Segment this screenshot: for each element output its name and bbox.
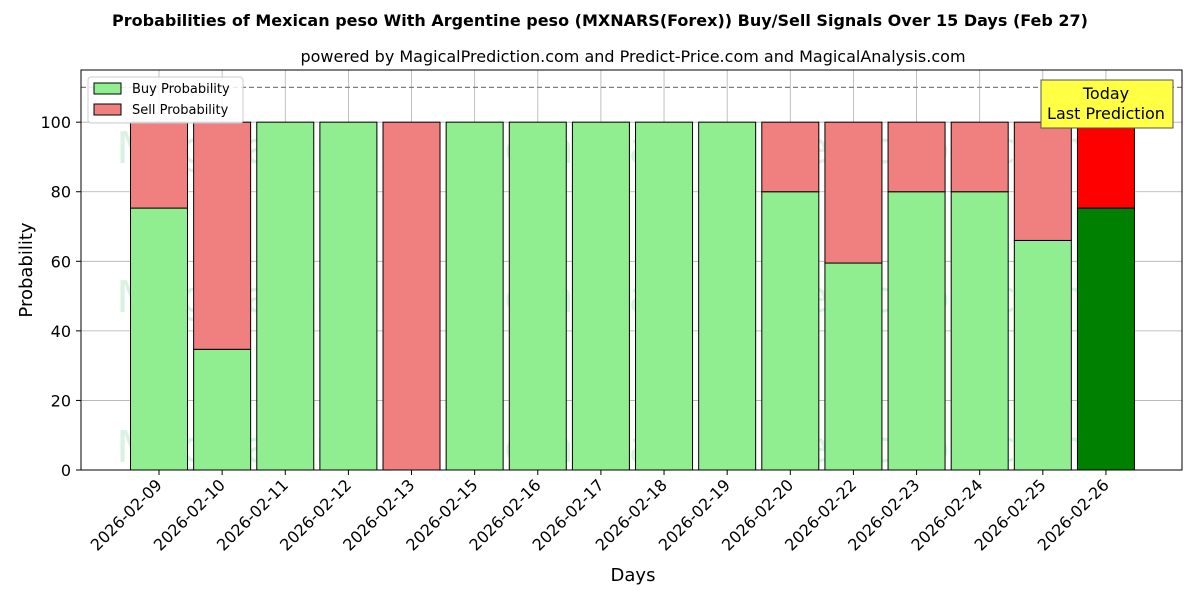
- y-tick-label: 100: [40, 113, 71, 132]
- buy-bar: [571, 121, 630, 471]
- buy-bar: [761, 191, 820, 471]
- buy-bar: [698, 121, 757, 471]
- x-axis-label: Days: [611, 565, 656, 586]
- y-axis: 0 20 40 60 80 100: [40, 113, 81, 480]
- legend-label: Sell Probability: [132, 103, 229, 118]
- buy-bar: [130, 207, 188, 471]
- x-axis: 2026-02-092026-02-102026-02-112026-02-12…: [87, 470, 1113, 555]
- sell-bar: [382, 121, 441, 471]
- buy-bar: [1013, 239, 1072, 471]
- buy-bar: [256, 121, 315, 471]
- y-tick-label: 0: [61, 461, 71, 480]
- buy-bar: [1076, 207, 1135, 471]
- buy-bar: [508, 121, 567, 471]
- legend-swatch: [93, 103, 122, 116]
- y-tick-label: 40: [51, 322, 71, 341]
- legend-label: Buy Probability: [132, 82, 230, 97]
- buy-bar: [887, 191, 946, 471]
- y-tick-label: 60: [51, 252, 71, 271]
- buy-bar: [635, 121, 694, 471]
- annotation-box: [1040, 79, 1174, 129]
- buy-bar: [950, 191, 1009, 471]
- plot-frame: [80, 69, 1183, 471]
- sell-bar: [1076, 121, 1135, 209]
- annotation-text: Today: [1082, 84, 1129, 103]
- sell-bar: [824, 121, 883, 264]
- legend-swatch: [93, 82, 122, 95]
- legend: Buy Probability Sell Probability: [87, 76, 244, 124]
- legend-box: [87, 76, 244, 124]
- y-tick-label: 20: [51, 391, 71, 410]
- sell-bar: [130, 121, 188, 209]
- sell-bar: [950, 121, 1009, 193]
- annotation-text: Last Prediction: [1047, 104, 1165, 123]
- buy-bar: [824, 262, 883, 471]
- sell-bar: [193, 121, 252, 350]
- buy-bar: [319, 121, 378, 471]
- sell-bar: [887, 121, 946, 193]
- bars: [130, 121, 1135, 471]
- buy-bar: [193, 348, 252, 471]
- sell-bar: [1013, 121, 1072, 241]
- chart-title: Probabilities of Mexican peso With Argen…: [112, 11, 1088, 30]
- y-axis-label: Probability: [16, 222, 37, 317]
- buy-bar: [445, 121, 504, 471]
- sell-bar: [761, 121, 820, 193]
- y-tick-label: 80: [51, 183, 71, 202]
- chart-subtitle: powered by MagicalPrediction.com and Pre…: [300, 47, 965, 66]
